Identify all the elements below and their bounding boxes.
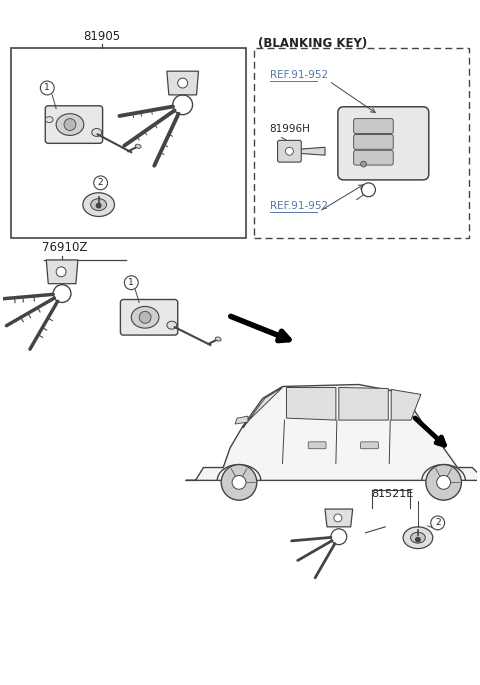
Polygon shape <box>297 147 325 155</box>
Ellipse shape <box>56 114 84 136</box>
FancyBboxPatch shape <box>45 105 103 143</box>
Ellipse shape <box>91 199 107 210</box>
Polygon shape <box>391 390 421 420</box>
Text: REF.91-952: REF.91-952 <box>270 70 328 80</box>
Ellipse shape <box>135 144 141 149</box>
Ellipse shape <box>167 321 177 329</box>
Circle shape <box>94 176 108 190</box>
FancyBboxPatch shape <box>277 140 301 162</box>
Ellipse shape <box>403 527 433 549</box>
Polygon shape <box>287 388 336 420</box>
FancyBboxPatch shape <box>360 442 378 449</box>
Text: (BLANKING KEY): (BLANKING KEY) <box>258 38 367 51</box>
Ellipse shape <box>92 129 102 136</box>
Text: 76910Z: 76910Z <box>42 241 88 254</box>
FancyBboxPatch shape <box>308 442 326 449</box>
Circle shape <box>124 276 138 290</box>
Text: 2: 2 <box>98 178 104 188</box>
Ellipse shape <box>83 192 114 216</box>
FancyBboxPatch shape <box>354 134 393 149</box>
FancyBboxPatch shape <box>354 150 393 165</box>
Circle shape <box>232 475 246 489</box>
Polygon shape <box>339 388 388 420</box>
Bar <box>11 49 246 238</box>
Polygon shape <box>235 416 248 424</box>
FancyBboxPatch shape <box>354 119 393 134</box>
FancyBboxPatch shape <box>120 299 178 335</box>
Text: 81521E: 81521E <box>372 489 414 499</box>
Circle shape <box>56 267 66 277</box>
Circle shape <box>64 119 76 130</box>
Circle shape <box>221 464 257 500</box>
Bar <box>254 49 469 238</box>
Circle shape <box>334 514 342 522</box>
Circle shape <box>426 464 461 500</box>
Circle shape <box>96 203 102 208</box>
Text: REF.91-952: REF.91-952 <box>270 201 328 210</box>
Text: 1: 1 <box>44 84 50 92</box>
Circle shape <box>415 537 421 543</box>
Ellipse shape <box>410 532 425 543</box>
Text: 81996H: 81996H <box>270 125 311 134</box>
Polygon shape <box>325 509 353 527</box>
Polygon shape <box>243 388 283 428</box>
Text: 81905: 81905 <box>83 29 120 42</box>
Circle shape <box>437 475 451 489</box>
Circle shape <box>40 81 54 95</box>
Ellipse shape <box>131 306 159 328</box>
Circle shape <box>431 516 444 530</box>
Circle shape <box>178 78 188 88</box>
Ellipse shape <box>45 116 53 123</box>
FancyBboxPatch shape <box>338 107 429 180</box>
Polygon shape <box>186 384 480 480</box>
Circle shape <box>286 147 293 155</box>
Circle shape <box>139 312 151 323</box>
Polygon shape <box>167 71 199 95</box>
Circle shape <box>360 161 367 167</box>
Text: 1: 1 <box>128 278 134 287</box>
Ellipse shape <box>216 337 221 341</box>
Text: 2: 2 <box>435 519 441 527</box>
Polygon shape <box>46 260 78 284</box>
